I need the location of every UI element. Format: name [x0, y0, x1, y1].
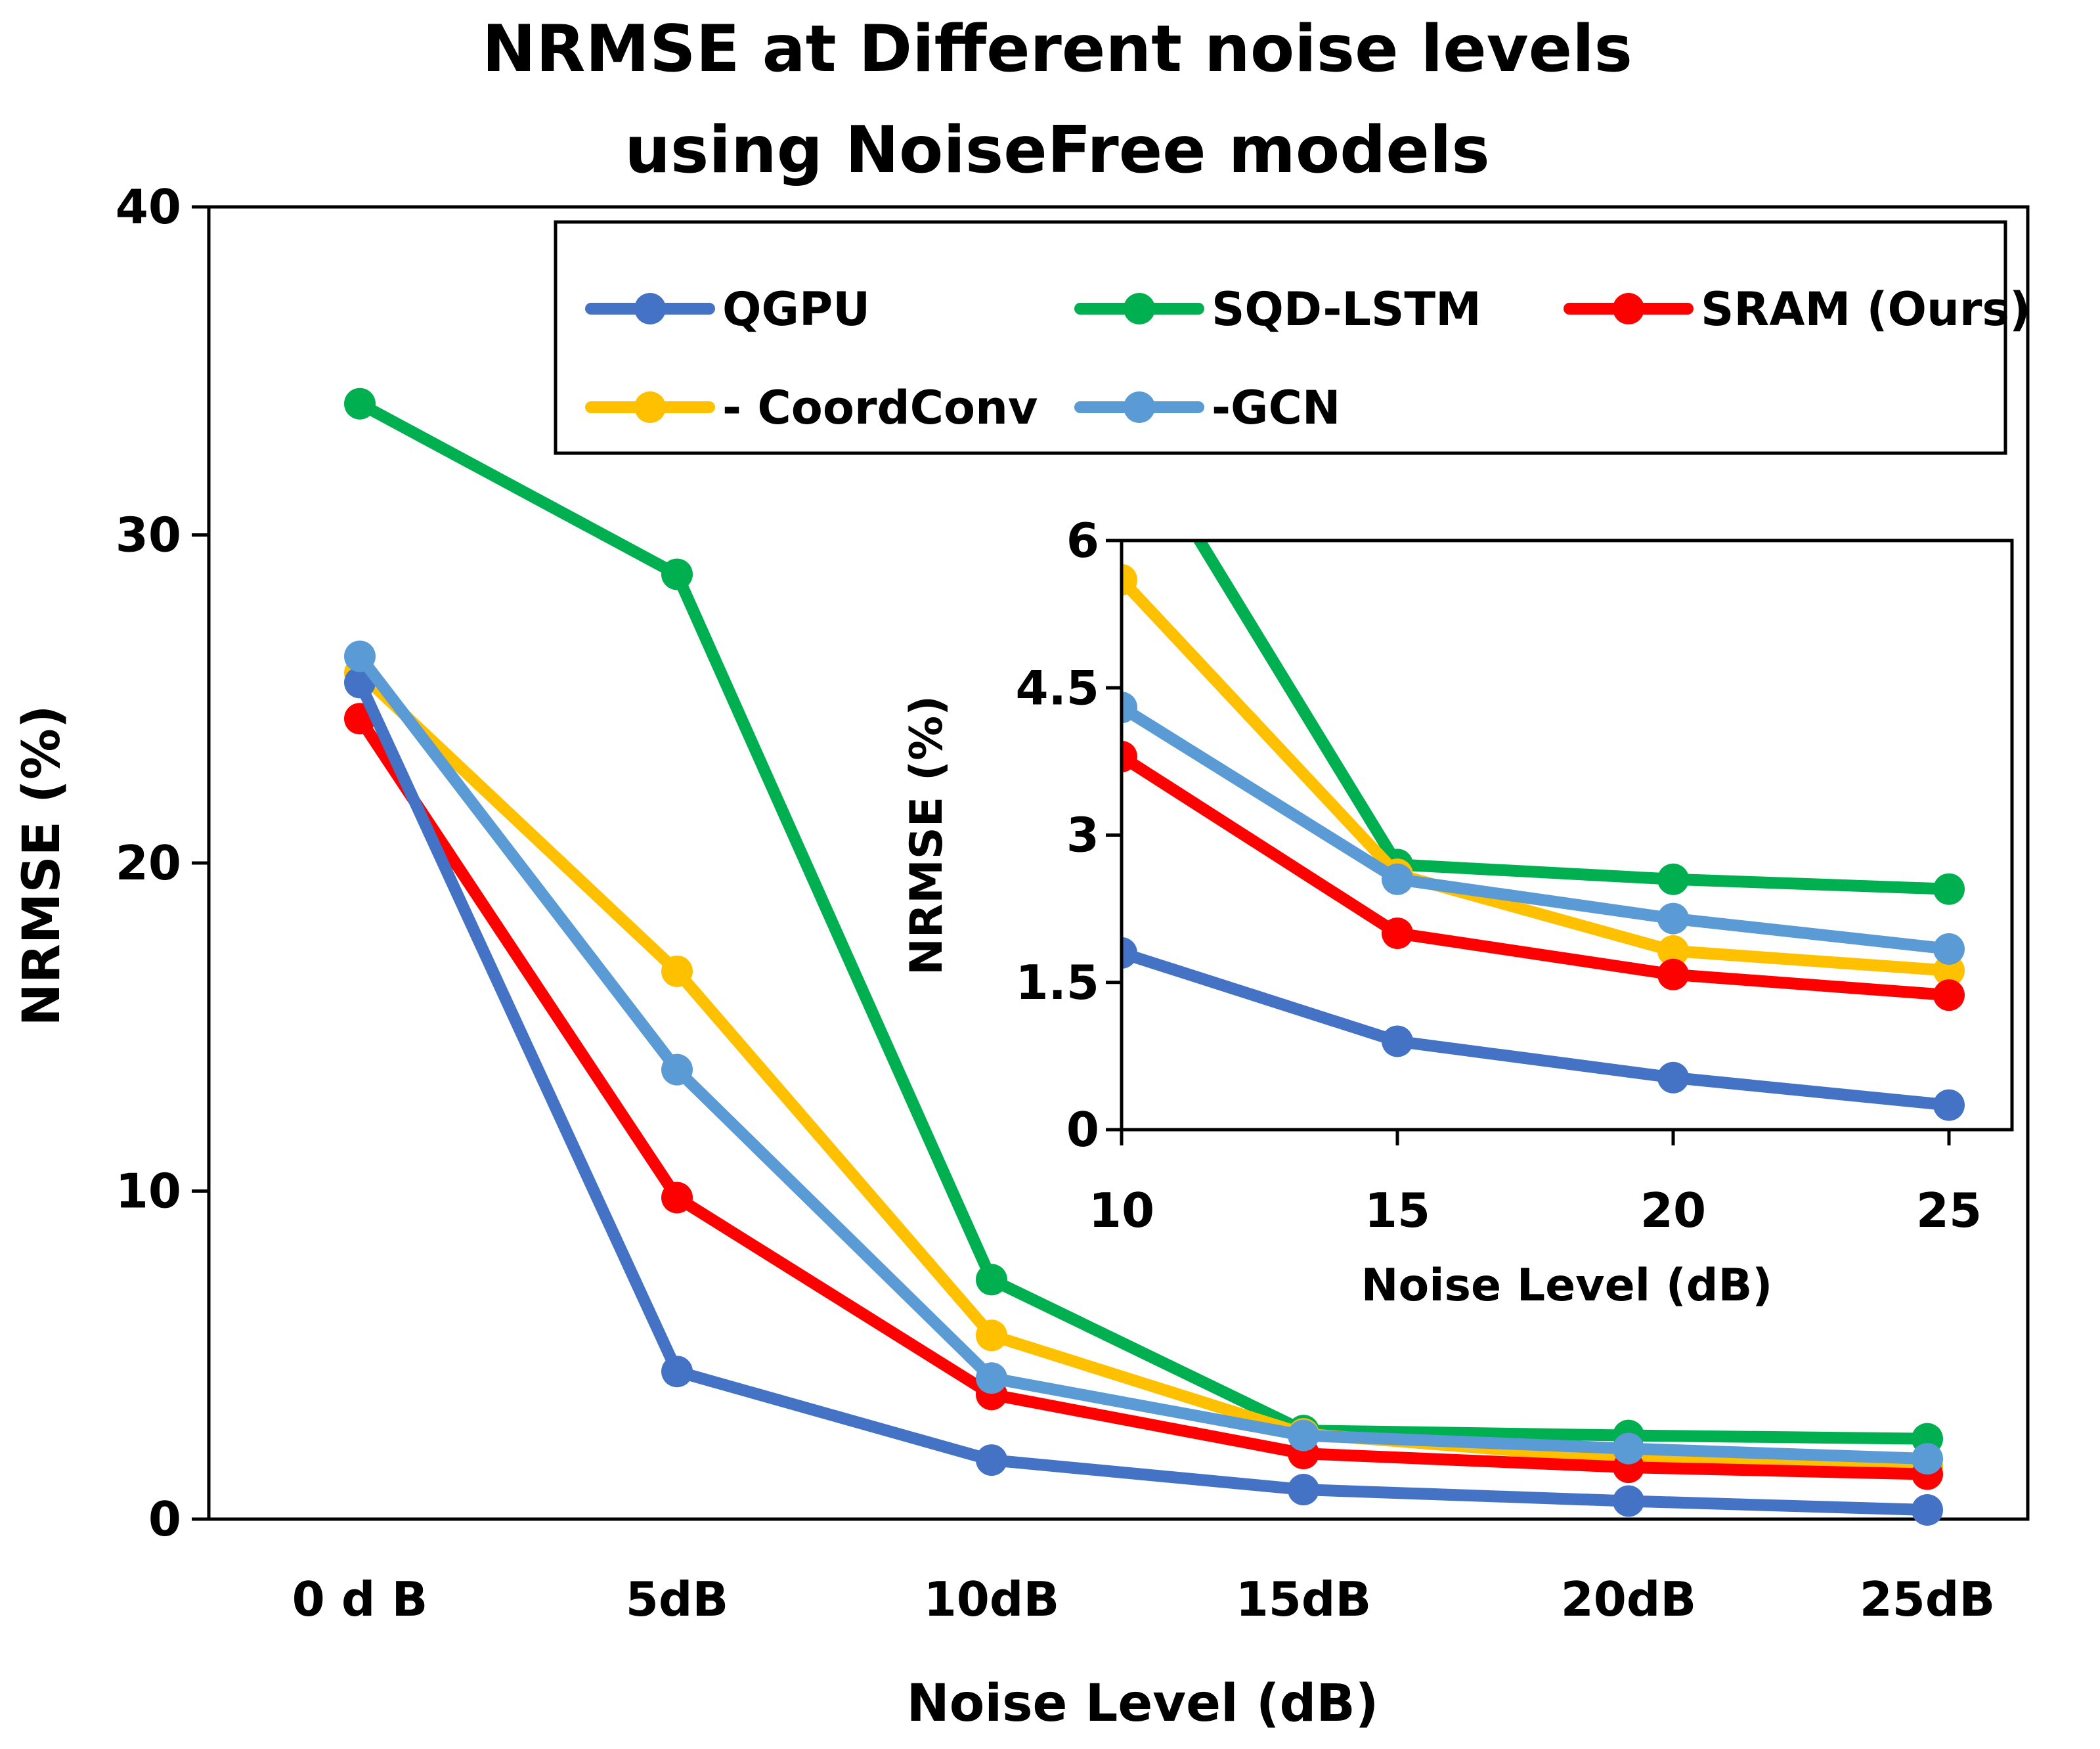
legend-label: SRAM (Ours) — [1701, 282, 2030, 336]
x-tick-label: 15dB — [1236, 1572, 1372, 1627]
inset-y-tick-label: 3 — [1066, 808, 1099, 863]
inset-background — [1122, 541, 2012, 1130]
inset-series-gcn — [1122, 692, 1965, 965]
y-axis-label: NRMSE (%) — [12, 705, 72, 1026]
inset-data-point-sram-ours — [1382, 918, 1413, 949]
data-point-qgpu — [1613, 1485, 1644, 1517]
inset-x-axis-label: Noise Level (dB) — [1361, 1260, 1773, 1312]
inset-series-line-qgpu — [1122, 946, 1955, 1111]
legend-frame — [554, 220, 2007, 455]
inset-data-point-sqd-lstm — [1933, 873, 1965, 905]
inset-series-line-coordconv — [1122, 573, 1955, 977]
x-tick-label: 10dB — [924, 1572, 1060, 1627]
x-axis-label: Noise Level (dB) — [907, 1674, 1379, 1733]
inset-data-point-gcn — [1382, 863, 1413, 895]
inset-y-tick-label: 1.5 — [1015, 955, 1099, 1010]
y-tick-label: 10 — [116, 1164, 181, 1219]
data-point-gcn — [1912, 1443, 1943, 1475]
legend-swatch-marker — [634, 293, 666, 324]
series-line-sram-ours — [354, 713, 1933, 1480]
series-line-coordconv — [354, 667, 1933, 1472]
series-line-sqd-lstm — [354, 397, 1933, 1445]
legend-item-qgpu: QGPU — [585, 282, 870, 336]
data-point-coordconv — [661, 955, 693, 987]
x-tick-label: 25dB — [1860, 1572, 1996, 1627]
inset-x-tick-label: 10 — [1089, 1183, 1154, 1238]
legend-label: SQD-LSTM — [1212, 282, 1481, 336]
legend-label: - CoordConv — [722, 381, 1038, 435]
data-point-gcn — [1613, 1432, 1644, 1465]
chart-title-line-1: NRMSE at Different noise levels — [482, 12, 1632, 87]
series-line-qgpu — [354, 676, 1933, 1517]
data-point-qgpu — [976, 1444, 1007, 1476]
inset-data-point-qgpu — [1122, 937, 1137, 969]
y-tick-label: 40 — [116, 179, 181, 234]
y-tick-label: 30 — [116, 508, 181, 563]
inset-data-point-sram-ours — [1122, 740, 1137, 772]
legend: QGPU SQD-LSTM SRAM (Ours) - CoordConv -GCN — [554, 220, 2030, 455]
legend-item-gcn: -GCN — [1074, 381, 1340, 435]
data-point-sqd-lstm — [661, 558, 693, 590]
legend-item-sqd-lstm: SQD-LSTM — [1074, 282, 1481, 336]
x-tick-label: 0 d B — [292, 1572, 428, 1627]
data-point-gcn — [344, 640, 376, 673]
legend-swatch-marker — [634, 391, 666, 423]
inset-frame — [1120, 539, 2014, 1132]
data-point-coordconv — [976, 1319, 1007, 1352]
inset-series-line-sram-ours — [1122, 750, 1955, 1002]
inset-series-group — [1122, 541, 1965, 1121]
data-point-sqd-lstm — [976, 1264, 1007, 1296]
inset-series-line-sqd-lstm — [1192, 541, 1955, 895]
series-line-gcn — [354, 650, 1933, 1465]
inset-y-tick-label: 4.5 — [1015, 660, 1099, 715]
x-tick-label: 5dB — [626, 1572, 729, 1627]
legend-item-sram-ours: SRAM (Ours) — [1564, 282, 2030, 336]
inset-y-tick-label: 6 — [1066, 513, 1099, 568]
inset-series-sqd-lstm — [1192, 541, 1965, 905]
data-point-sqd-lstm — [344, 387, 376, 420]
inset-data-point-gcn — [1933, 933, 1965, 965]
inset-data-point-sqd-lstm — [1657, 863, 1689, 895]
inset-y-tick-label: 0 — [1066, 1102, 1099, 1157]
data-point-gcn — [976, 1362, 1007, 1394]
inset-data-point-gcn — [1122, 692, 1137, 724]
x-tick-label: 20dB — [1561, 1572, 1697, 1627]
data-point-gcn — [661, 1053, 693, 1086]
inset-data-point-qgpu — [1657, 1061, 1689, 1094]
legend-item-coordconv: - CoordConv — [585, 381, 1038, 435]
data-point-qgpu — [1288, 1474, 1319, 1506]
chart-title-line-2: using NoiseFree models — [624, 113, 1490, 188]
y-tick-label: 20 — [116, 835, 181, 891]
inset-data-point-coordconv — [1657, 935, 1689, 967]
inset-plot: 0 1.5 3 4.5 6 10 15 20 25 Noise Level (dB) NRMSE (… — [901, 513, 2014, 1312]
data-point-sram-ours — [661, 1182, 693, 1214]
inset-data-point-qgpu — [1933, 1089, 1965, 1121]
inset-data-point-coordconv — [1933, 954, 1965, 986]
series-qgpu — [344, 667, 1943, 1526]
data-point-qgpu — [661, 1356, 693, 1388]
inset-data-point-sram-ours — [1933, 979, 1965, 1011]
inset-data-point-gcn — [1657, 902, 1689, 935]
inset-y-axis-label: NRMSE (%) — [901, 696, 953, 975]
inset-x-tick-label: 15 — [1365, 1183, 1430, 1238]
inset-data-point-coordconv — [1122, 564, 1137, 596]
inset-data-point-sram-ours — [1657, 958, 1689, 990]
legend-label: QGPU — [722, 282, 870, 336]
legend-swatch-marker — [1124, 293, 1155, 324]
inset-data-point-qgpu — [1382, 1025, 1413, 1057]
legend-label: -GCN — [1212, 381, 1340, 435]
data-point-gcn — [1288, 1419, 1319, 1451]
inset-x-tick-label: 25 — [1916, 1183, 1982, 1238]
inset-series-line-gcn — [1122, 701, 1955, 955]
legend-swatch-marker — [1124, 391, 1155, 423]
inset-x-tick-label: 20 — [1640, 1183, 1706, 1238]
series-gcn — [344, 640, 1943, 1475]
data-point-qgpu — [1912, 1494, 1943, 1526]
inset-series-sram-ours — [1122, 740, 1965, 1011]
legend-swatch-marker — [1613, 293, 1644, 324]
y-tick-label: 0 — [148, 1492, 181, 1547]
inset-series-qgpu — [1122, 937, 1965, 1121]
